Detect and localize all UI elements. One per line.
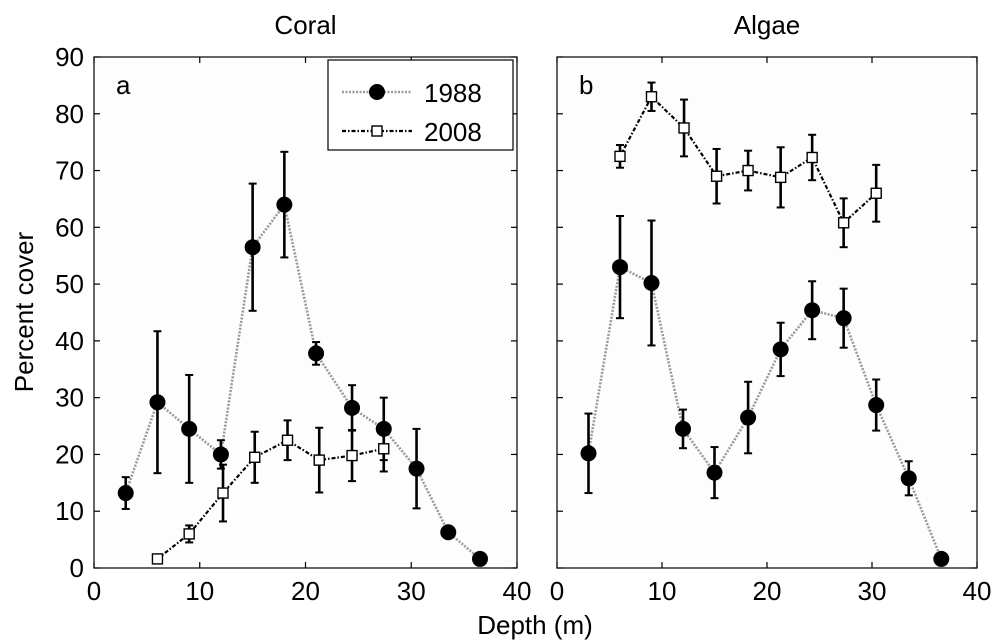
data-point-1988 <box>835 310 852 327</box>
series-2008 <box>151 419 390 565</box>
data-point-2008 <box>378 443 390 455</box>
data-point-1988 <box>706 464 723 481</box>
data-point-1988 <box>440 524 457 541</box>
data-point-1988 <box>740 409 757 426</box>
data-point-2008 <box>742 164 754 177</box>
data-point-2008 <box>151 553 164 565</box>
data-point-2008 <box>710 170 723 182</box>
data-point-1988 <box>344 399 361 416</box>
y-tick-label: 20 <box>55 439 84 469</box>
data-point-2008 <box>346 449 358 462</box>
y-axis-label: Percent cover <box>9 231 39 392</box>
panel-letter: b <box>579 70 593 100</box>
y-tick-label: 30 <box>55 383 84 413</box>
data-point-1988 <box>612 259 628 276</box>
panel-letter: a <box>116 70 131 100</box>
x-tick-label: 20 <box>291 576 320 606</box>
data-point-2008 <box>837 217 850 229</box>
data-point-1988 <box>643 274 660 291</box>
panel-a: 0 10 20 30 40 0 10 20 30 40 50 60 70 80 90 Coral a 1988 20… <box>55 10 531 606</box>
y-tick-label: 90 <box>55 42 84 72</box>
x-axis-label: Depth (m) <box>477 610 593 640</box>
legend-label: 1988 <box>424 78 482 108</box>
x-tick-label: 20 <box>753 576 782 606</box>
data-point-1988 <box>244 239 261 256</box>
data-point-2008 <box>217 487 229 499</box>
series-line-2008 <box>156 438 384 560</box>
data-point-1988 <box>212 446 229 463</box>
data-point-1988 <box>471 550 488 567</box>
data-point-1988 <box>580 445 597 462</box>
data-point-1988 <box>868 397 885 414</box>
data-point-2008 <box>678 122 690 134</box>
data-point-1988 <box>149 394 166 411</box>
series-1988 <box>580 214 950 567</box>
data-point-1988 <box>181 420 198 437</box>
panel-b: 0 10 20 30 40 Algae b <box>550 10 992 606</box>
x-tick-label: 30 <box>858 576 887 606</box>
y-tick-label: 70 <box>55 156 84 186</box>
y-tick-label: 60 <box>55 212 84 242</box>
data-point-2008 <box>281 434 294 446</box>
data-point-2008 <box>249 451 261 463</box>
data-point-1988 <box>772 341 789 358</box>
x-tick-label: 0 <box>87 576 101 606</box>
data-point-1988 <box>933 550 950 567</box>
data-point-2008 <box>183 528 195 540</box>
legend-label: 2008 <box>424 117 482 147</box>
panel-title: Coral <box>274 10 336 40</box>
data-point-1988 <box>276 196 293 213</box>
x-tick-label: 10 <box>185 576 214 606</box>
x-tick-label: 30 <box>397 576 426 606</box>
data-point-2008 <box>806 151 818 164</box>
panel-title: Algae <box>734 10 801 40</box>
data-point-1988 <box>117 485 134 502</box>
data-point-2008 <box>774 171 787 184</box>
x-tick-label: 40 <box>963 576 992 606</box>
legend-marker <box>371 125 383 137</box>
legend: 1988 2008 <box>327 59 514 151</box>
data-point-1988 <box>900 470 917 487</box>
data-point-2008 <box>870 187 882 199</box>
y-tick-label: 10 <box>55 496 84 526</box>
data-point-1988 <box>408 460 425 477</box>
y-tick-label: 80 <box>55 99 84 129</box>
x-tick-label: 40 <box>503 576 532 606</box>
y-tick-label: 0 <box>70 553 84 583</box>
legend-marker <box>369 84 385 100</box>
data-point-1988 <box>675 420 691 437</box>
data-point-1988 <box>804 302 821 319</box>
data-point-2008 <box>614 150 626 163</box>
series-1988 <box>117 150 488 567</box>
data-point-2008 <box>645 91 658 103</box>
y-tick-label: 40 <box>55 326 84 356</box>
x-tick-label: 0 <box>550 576 564 606</box>
x-tick-label: 10 <box>648 576 677 606</box>
series-2008 <box>614 81 882 249</box>
data-point-1988 <box>308 345 325 362</box>
data-point-2008 <box>313 454 325 466</box>
legend-box <box>327 59 514 151</box>
y-tick-label: 50 <box>55 269 84 299</box>
